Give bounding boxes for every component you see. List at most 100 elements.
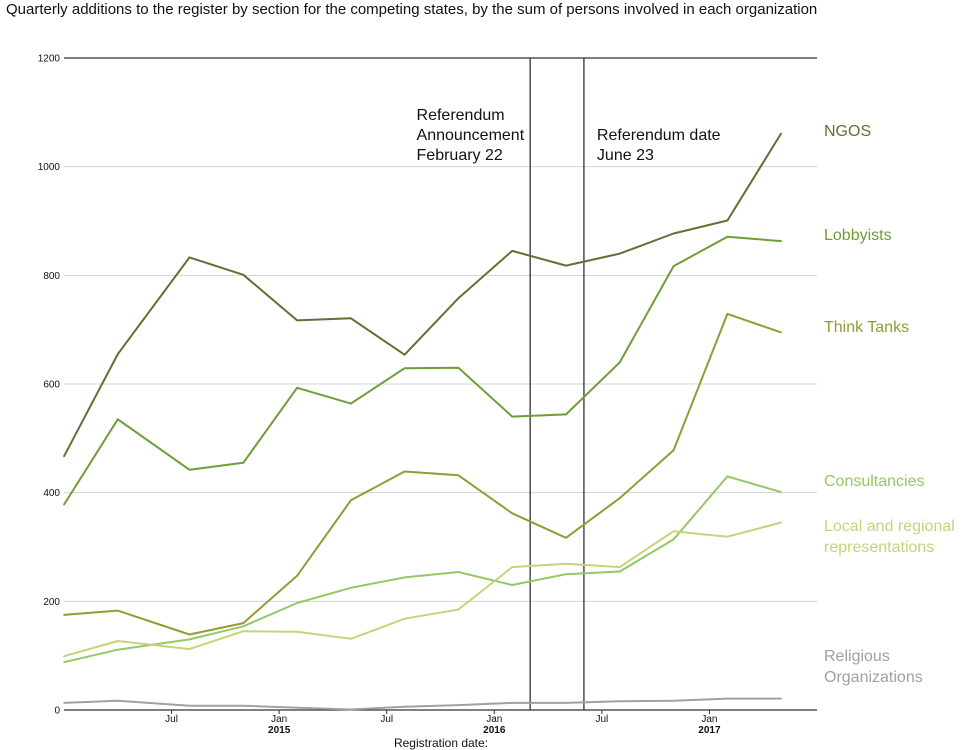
annotation-text-0: Referendum Announcement February 22 xyxy=(417,106,525,166)
x-tick-label-5: Jan xyxy=(701,714,717,725)
data-point xyxy=(457,571,460,573)
series-label-text: representations xyxy=(824,539,935,556)
data-point xyxy=(403,576,406,579)
annotation-line-text: Announcement xyxy=(416,127,525,144)
data-point xyxy=(726,535,729,538)
y-tick-label-0: 0 xyxy=(54,706,60,717)
data-point xyxy=(565,563,567,565)
data-point xyxy=(457,474,460,477)
data-point xyxy=(726,313,729,315)
data-point xyxy=(403,470,406,473)
data-point xyxy=(618,497,621,499)
series-label-text: Think Tanks xyxy=(824,319,910,336)
data-point xyxy=(350,499,352,502)
data-point xyxy=(63,614,65,616)
data-point xyxy=(672,538,675,541)
x-tick-label-3: Jan xyxy=(486,714,502,725)
data-point xyxy=(242,461,245,464)
data-point xyxy=(780,240,782,242)
data-point xyxy=(672,699,675,702)
data-point xyxy=(242,625,245,628)
data-point xyxy=(350,638,352,640)
data-point xyxy=(116,699,119,702)
data-point xyxy=(296,602,298,604)
data-point xyxy=(188,638,191,641)
data-point xyxy=(188,704,191,707)
series-label-2: Think Tanks xyxy=(824,317,909,338)
data-point xyxy=(403,367,406,370)
data-point xyxy=(565,573,567,575)
data-point xyxy=(350,317,352,320)
data-point xyxy=(242,704,245,707)
data-point xyxy=(511,702,514,704)
annotation-text-1: Referendum date June 23 xyxy=(597,126,721,166)
data-point xyxy=(296,707,298,709)
data-point xyxy=(296,319,298,322)
data-point xyxy=(565,413,567,416)
data-point xyxy=(672,232,675,235)
data-point xyxy=(116,609,119,612)
y-tick-label-1200: 1200 xyxy=(38,54,61,65)
data-point xyxy=(672,449,675,452)
data-point xyxy=(242,273,245,276)
series-label-text: Lobbyists xyxy=(824,227,892,244)
series-line-2 xyxy=(63,312,782,636)
series-line-1 xyxy=(63,235,782,506)
data-point xyxy=(618,570,621,573)
data-point xyxy=(188,633,191,636)
data-point xyxy=(618,252,621,255)
x-tick-label-2: Jul xyxy=(380,714,393,725)
data-point xyxy=(457,297,460,299)
data-point xyxy=(726,235,729,238)
series-line-5 xyxy=(63,697,782,711)
data-point xyxy=(511,250,514,252)
data-point xyxy=(565,702,567,704)
annotation-line-text: Referendum date xyxy=(596,127,721,144)
data-point xyxy=(565,264,567,267)
data-point xyxy=(403,705,406,708)
data-point xyxy=(188,256,191,259)
data-point xyxy=(672,530,675,533)
y-tick-label-600: 600 xyxy=(43,380,60,391)
series-layer xyxy=(63,132,782,711)
series-line-3 xyxy=(63,475,782,664)
data-point xyxy=(672,265,675,267)
data-point xyxy=(350,708,352,711)
x-tick-label-4: Jul xyxy=(595,714,608,725)
x-tick-label-1: Jan xyxy=(271,714,287,725)
data-point xyxy=(116,640,119,642)
series-label-text: Religious xyxy=(824,648,890,665)
data-point xyxy=(457,704,460,706)
y-tick-label-400: 400 xyxy=(43,488,60,499)
annotation-line-text: Referendum xyxy=(416,107,505,124)
data-point xyxy=(296,574,298,577)
data-point xyxy=(403,353,406,356)
chart-title: Quarterly additions to the register by s… xyxy=(6,1,818,18)
data-point xyxy=(296,387,298,389)
data-point xyxy=(618,566,621,568)
data-point xyxy=(457,608,460,611)
data-point xyxy=(403,617,406,620)
data-point xyxy=(63,702,65,704)
data-point xyxy=(63,661,65,663)
data-point xyxy=(565,536,567,539)
data-point xyxy=(726,475,729,478)
annotation-line-text: February 22 xyxy=(416,147,503,164)
data-point xyxy=(63,455,65,458)
data-point xyxy=(511,415,514,418)
x-tick-year-3: 2016 xyxy=(483,725,506,736)
data-point xyxy=(780,697,782,700)
axis-layer xyxy=(64,709,817,714)
data-point xyxy=(511,566,514,568)
data-point xyxy=(296,630,298,633)
data-point xyxy=(780,331,782,334)
series-label-text: Organizations xyxy=(824,669,923,686)
data-point xyxy=(63,503,65,506)
data-point xyxy=(618,700,621,703)
data-point xyxy=(63,655,65,658)
series-label-text: Local and regional xyxy=(824,518,955,535)
data-point xyxy=(726,697,729,700)
series-label-0: NGOS xyxy=(824,121,871,142)
